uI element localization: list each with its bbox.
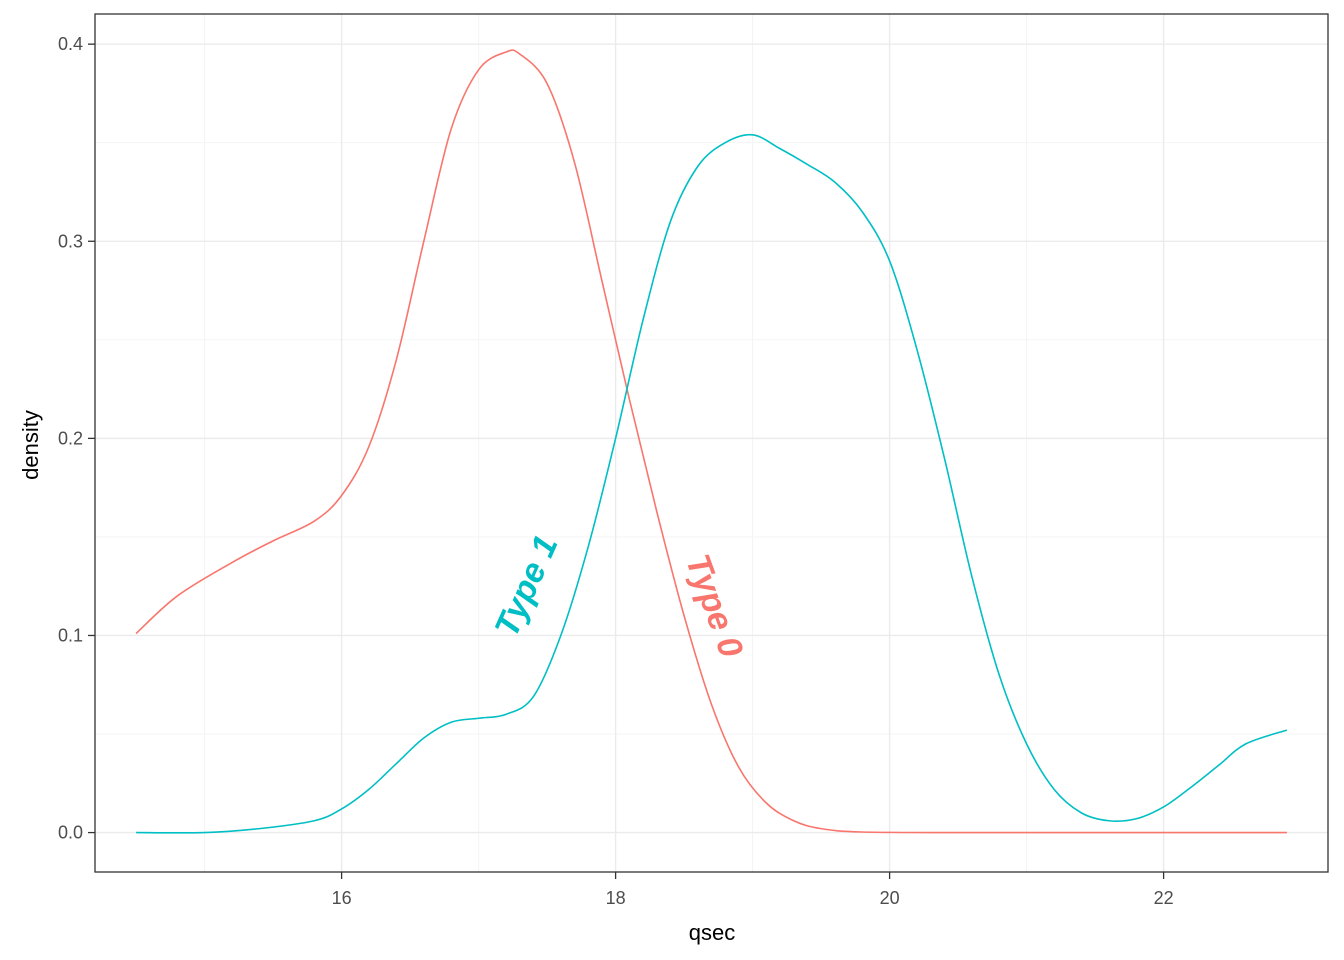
minor-gridlines <box>95 14 1328 872</box>
density-curves <box>135 49 1288 834</box>
x-tick-label: 20 <box>880 888 900 908</box>
density-curve-type-1 <box>136 133 1288 834</box>
x-tick-label: 18 <box>606 888 626 908</box>
y-axis-title: density <box>18 410 43 480</box>
x-tick-label: 16 <box>332 888 352 908</box>
panel-border <box>94 13 1329 873</box>
density-curve-type-0 <box>135 49 1287 834</box>
y-tick-label: 0.3 <box>58 231 83 251</box>
y-tick-label: 0.4 <box>58 34 83 54</box>
y-tick-label: 0.1 <box>58 625 83 645</box>
y-tick-label: 0.0 <box>58 823 83 843</box>
curve-label-type-0: Type 0 <box>678 549 750 662</box>
x-tick-label: 22 <box>1154 888 1174 908</box>
curve-label-type-1: Type 1 <box>488 530 566 643</box>
y-axis: 0.0 0.1 0.2 0.3 0.4 <box>58 34 95 843</box>
y-tick-label: 0.2 <box>58 428 83 448</box>
curve-labels: Type 1 Type 0 <box>488 530 751 663</box>
x-axis: 16 18 20 22 <box>332 872 1174 908</box>
x-axis-title: qsec <box>689 920 735 945</box>
